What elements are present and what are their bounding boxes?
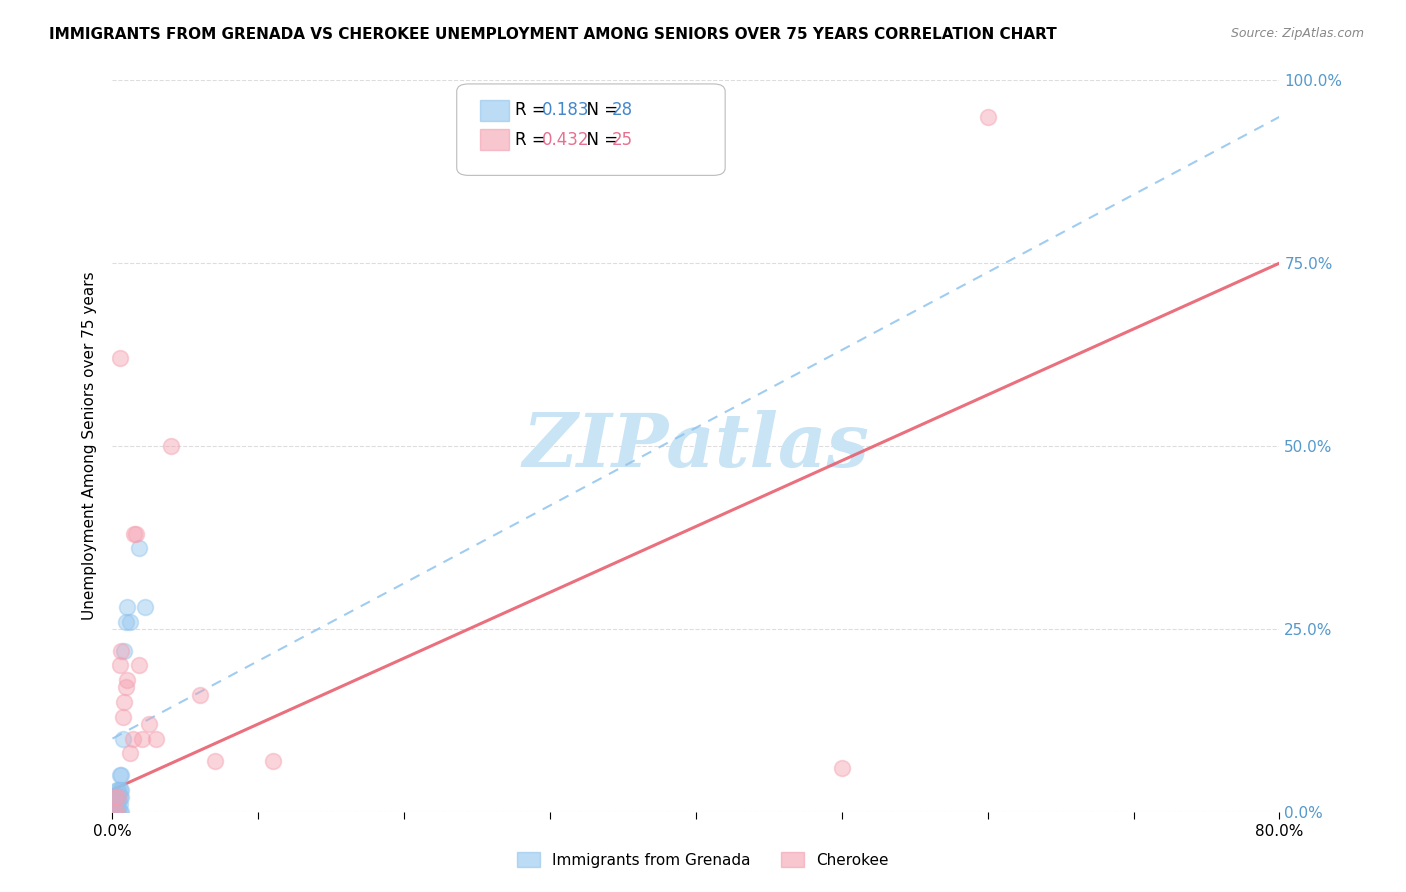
Text: 25: 25 (612, 130, 633, 149)
Point (108, 768, 131, 782)
Point (105, 790, 128, 805)
Point (107, 790, 129, 805)
Point (115, 673, 138, 687)
Point (107, 805, 129, 819)
Point (105, 805, 128, 819)
Point (110, 644, 132, 658)
Point (262, 754, 284, 768)
Point (122, 731, 145, 746)
Text: Source: ZipAtlas.com: Source: ZipAtlas.com (1230, 27, 1364, 40)
Point (108, 351, 131, 366)
Point (118, 746, 141, 760)
Text: R =: R = (515, 102, 551, 120)
Point (105, 797, 128, 812)
Point (110, 805, 132, 819)
Point (112, 695, 135, 709)
Point (103, 790, 125, 805)
Point (114, 615, 136, 629)
Point (108, 658, 131, 673)
Point (105, 782, 128, 797)
Point (104, 805, 127, 819)
Text: 28: 28 (612, 102, 633, 120)
Point (110, 790, 132, 805)
Point (128, 658, 150, 673)
Point (103, 805, 125, 819)
Point (108, 797, 131, 812)
Text: 0.183: 0.183 (541, 102, 589, 120)
Point (111, 709, 134, 723)
FancyBboxPatch shape (479, 129, 509, 150)
Legend: Immigrants from Grenada, Cherokee: Immigrants from Grenada, Cherokee (509, 844, 897, 875)
Point (115, 599, 138, 614)
Point (128, 541, 150, 556)
Point (831, 761, 853, 775)
Point (107, 782, 129, 797)
Point (104, 790, 127, 805)
Point (108, 790, 131, 805)
Y-axis label: Unemployment Among Seniors over 75 years: Unemployment Among Seniors over 75 years (82, 272, 97, 620)
Point (107, 797, 129, 812)
Point (188, 688, 211, 702)
Point (118, 615, 141, 629)
Point (138, 717, 160, 731)
Point (111, 731, 134, 746)
Point (145, 731, 167, 746)
Point (108, 782, 131, 797)
FancyBboxPatch shape (457, 84, 725, 176)
Point (125, 526, 148, 541)
Point (134, 599, 156, 614)
Point (108, 805, 131, 819)
Point (105, 805, 128, 819)
Point (107, 790, 129, 805)
Point (976, 110, 998, 124)
Point (124, 526, 146, 541)
Point (110, 768, 132, 782)
Text: ZIPatlas: ZIPatlas (523, 409, 869, 483)
Text: N =: N = (576, 102, 623, 120)
Point (104, 797, 127, 812)
Text: IMMIGRANTS FROM GRENADA VS CHEROKEE UNEMPLOYMENT AMONG SENIORS OVER 75 YEARS COR: IMMIGRANTS FROM GRENADA VS CHEROKEE UNEM… (49, 27, 1057, 42)
Point (103, 805, 125, 819)
Text: 0.432: 0.432 (541, 130, 589, 149)
Point (110, 782, 132, 797)
Point (112, 644, 135, 658)
Point (160, 439, 183, 453)
Text: R =: R = (515, 130, 551, 149)
Point (114, 681, 136, 695)
FancyBboxPatch shape (479, 100, 509, 120)
Point (204, 754, 226, 768)
Text: N =: N = (576, 130, 623, 149)
Point (131, 731, 153, 746)
